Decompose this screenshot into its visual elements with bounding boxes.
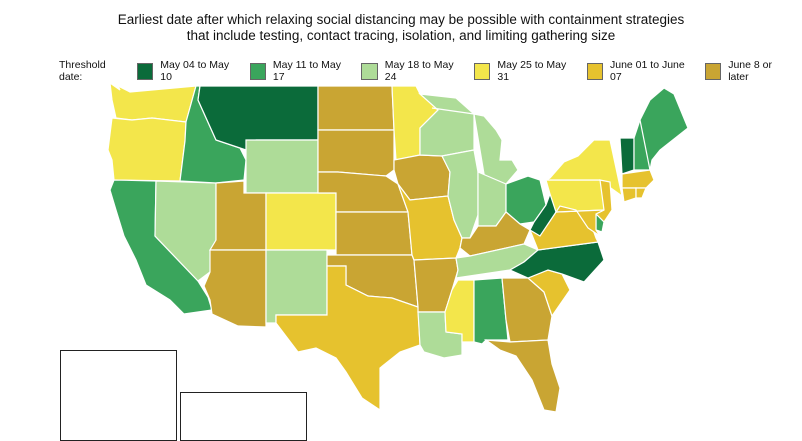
state-az xyxy=(203,249,267,328)
state-sd xyxy=(317,129,395,177)
legend-label-c6: June 8 or later xyxy=(728,59,772,83)
legend-item-c2: May 11 to May 17 xyxy=(249,59,352,83)
legend-item-c3: May 18 to May 24 xyxy=(361,59,464,83)
map-title: Earliest date after which relaxing socia… xyxy=(0,12,802,44)
state-or xyxy=(107,117,187,182)
state-pa xyxy=(545,179,609,213)
title-line-1: Earliest date after which relaxing socia… xyxy=(117,12,685,27)
legend-label-c2: May 11 to May 17 xyxy=(272,59,341,83)
state-fl xyxy=(483,339,561,413)
legend-swatch-c6 xyxy=(704,62,722,80)
state-wy xyxy=(245,139,319,194)
legend-swatch-c1 xyxy=(136,62,154,80)
legend-item-c4: May 25 to May 31 xyxy=(474,59,577,83)
state-ma xyxy=(621,169,655,189)
legend-swatch-c2 xyxy=(249,62,266,80)
state-md xyxy=(554,205,605,237)
legend-label-c3: May 18 to May 24 xyxy=(384,59,454,83)
legend-item-c6: June 8 or later xyxy=(704,59,792,83)
legend-label-c1: May 04 to May 10 xyxy=(160,59,230,83)
state-ky xyxy=(459,211,531,257)
legend-item-c5: June 01 to June 07 xyxy=(586,59,695,83)
state-me xyxy=(639,87,689,171)
state-tx xyxy=(275,265,421,412)
state-nd xyxy=(317,85,395,131)
legend-item-c1: May 04 to May 10 xyxy=(136,59,240,83)
state-ri xyxy=(635,187,647,199)
legend: Threshold date: May 04 to May 10 May 11 t… xyxy=(59,59,802,83)
legend-swatch-c4 xyxy=(474,62,491,80)
hawaii-inset-frame xyxy=(180,392,307,441)
legend-swatch-c5 xyxy=(586,62,603,80)
legend-label-c4: May 25 to May 31 xyxy=(497,59,567,83)
state-mi xyxy=(431,107,519,187)
legend-items: May 04 to May 10 May 11 to May 17 May 18 t… xyxy=(136,59,802,83)
state-nm xyxy=(265,249,328,324)
state-ks xyxy=(335,211,413,256)
state-vt xyxy=(619,137,635,175)
legend-label-c5: June 01 to June 07 xyxy=(610,59,685,83)
legend-swatch-c3 xyxy=(361,62,378,80)
state-ct xyxy=(621,187,637,203)
title-line-2: that include testing, contact tracing, i… xyxy=(186,28,616,43)
state-co xyxy=(265,192,337,251)
legend-title: Threshold date: xyxy=(59,59,106,83)
alaska-inset-frame xyxy=(60,350,177,441)
state-wa xyxy=(109,81,197,123)
